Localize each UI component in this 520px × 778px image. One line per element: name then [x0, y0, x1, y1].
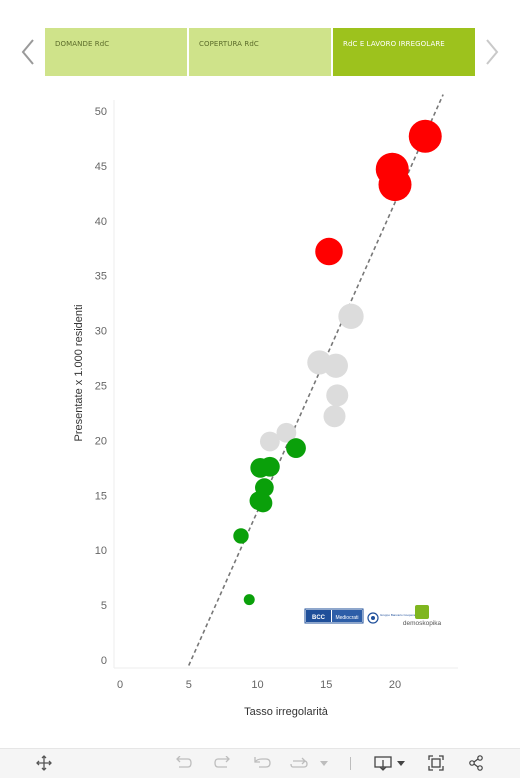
toolbar-separator	[350, 757, 351, 770]
grey-data-point[interactable]	[326, 384, 349, 407]
y-tick-labels: 0 5 10 15 20 25 30 35 40 45 50	[95, 106, 107, 667]
red-data-point[interactable]	[378, 168, 412, 202]
y-tick-label: 50	[95, 106, 107, 118]
y-tick-label: 30	[95, 326, 107, 338]
prev-tab-button[interactable]	[14, 32, 42, 72]
chevron-left-icon	[21, 39, 34, 65]
grey-data-point[interactable]	[276, 422, 297, 443]
grey-data-point[interactable]	[259, 431, 280, 452]
x-tick-label: 0	[117, 679, 123, 691]
y-tick-label: 20	[95, 435, 107, 447]
tab-copertura-rdc[interactable]: COPERTURA RdC	[189, 28, 331, 76]
y-tick-label: 25	[95, 381, 107, 393]
move-icon	[36, 755, 52, 771]
download-icon	[374, 756, 405, 771]
x-tick-label: 5	[186, 679, 192, 691]
undo-button[interactable]	[173, 753, 193, 773]
refresh-button[interactable]	[290, 753, 330, 773]
red-data-point[interactable]	[408, 119, 442, 153]
svg-text:Gruppo Bancario Cooperativo Ic: Gruppo Bancario Cooperativo Iccrea	[380, 613, 429, 617]
revert-button[interactable]	[252, 753, 272, 773]
tab-rdc-lavoro-irregolare[interactable]: RdC E LAVORO IRREGOLARE	[333, 28, 475, 76]
share-button[interactable]	[466, 753, 486, 773]
share-icon	[469, 755, 483, 771]
bcc-mediocrati-logo: BCC Mediocrati	[304, 608, 364, 624]
chevron-right-icon	[486, 39, 499, 65]
redo-icon	[214, 756, 230, 768]
svg-text:demoskopika: demoskopika	[403, 620, 442, 627]
green-data-point[interactable]	[243, 594, 255, 606]
sponsor-logos: BCC Mediocrati Gruppo Bancario Cooperati…	[304, 605, 442, 627]
data-points	[233, 119, 442, 606]
demoskopika-logo: demoskopika	[403, 605, 442, 627]
green-data-point[interactable]	[253, 493, 273, 513]
x-axis-title: Tasso irregolarità	[244, 706, 329, 718]
redo-button[interactable]	[213, 753, 233, 773]
fullscreen-button[interactable]	[426, 753, 446, 773]
grey-data-point[interactable]	[338, 303, 364, 329]
svg-text:BCC: BCC	[312, 615, 326, 621]
green-data-point[interactable]	[233, 528, 249, 544]
gruppo-bancario-logo: Gruppo Bancario Cooperativo Iccrea	[367, 612, 429, 624]
y-tick-label: 10	[95, 545, 107, 557]
y-axis-title: Presentate x 1.000 residenti	[73, 305, 85, 442]
x-tick-label: 20	[389, 679, 401, 691]
revert-icon	[254, 757, 271, 768]
y-tick-label: 45	[95, 161, 107, 173]
download-button[interactable]	[374, 753, 406, 773]
y-tick-label: 40	[95, 216, 107, 228]
fullscreen-icon	[428, 755, 444, 771]
green-data-point[interactable]	[286, 438, 306, 458]
x-tick-label: 15	[320, 679, 332, 691]
tab-domande-rdc[interactable]: DOMANDE RdC	[45, 28, 187, 76]
chart-axes	[113, 100, 458, 669]
bottom-toolbar	[0, 748, 520, 778]
grey-data-point[interactable]	[323, 353, 348, 378]
grey-data-point[interactable]	[323, 405, 346, 428]
next-tab-button[interactable]	[478, 32, 506, 72]
move-button[interactable]	[34, 753, 54, 773]
y-tick-label: 5	[101, 600, 107, 612]
x-tick-label: 10	[251, 679, 263, 691]
refresh-icon	[290, 757, 328, 768]
undo-icon	[176, 756, 192, 768]
red-data-point[interactable]	[315, 237, 343, 266]
y-tick-label: 35	[95, 271, 107, 283]
story-tabs: DOMANDE RdC COPERTURA RdC RdC E LAVORO I…	[45, 28, 475, 76]
scatter-chart: 0 5 10 15 20 25 30 35 40 45 50 0 5 10 15 20 Tasso irre…	[73, 94, 458, 718]
svg-text:Mediocrati: Mediocrati	[335, 615, 358, 621]
y-tick-label: 0	[101, 655, 107, 667]
green-data-point[interactable]	[259, 456, 280, 477]
y-tick-label: 15	[95, 490, 107, 502]
x-tick-labels: 0 5 10 15 20	[117, 679, 401, 691]
